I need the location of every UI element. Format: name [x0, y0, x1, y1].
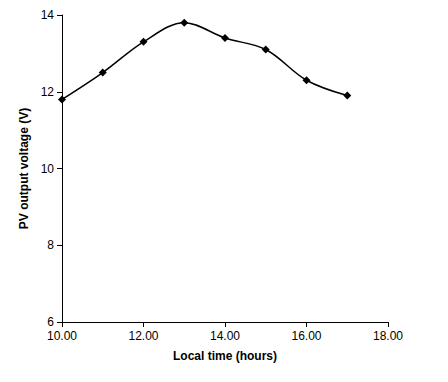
- svg-text:10: 10: [41, 162, 55, 176]
- svg-text:16.00: 16.00: [291, 329, 321, 343]
- svg-text:PV output voltage (V): PV output voltage (V): [17, 108, 31, 229]
- svg-text:12.00: 12.00: [128, 329, 158, 343]
- svg-text:Local time (hours): Local time (hours): [173, 349, 277, 363]
- svg-text:18.00: 18.00: [373, 329, 403, 343]
- svg-text:12: 12: [41, 85, 55, 99]
- svg-text:14: 14: [41, 8, 55, 22]
- svg-text:14.00: 14.00: [210, 329, 240, 343]
- svg-text:8: 8: [47, 238, 54, 252]
- svg-text:10.00: 10.00: [47, 329, 77, 343]
- svg-text:6: 6: [47, 315, 54, 329]
